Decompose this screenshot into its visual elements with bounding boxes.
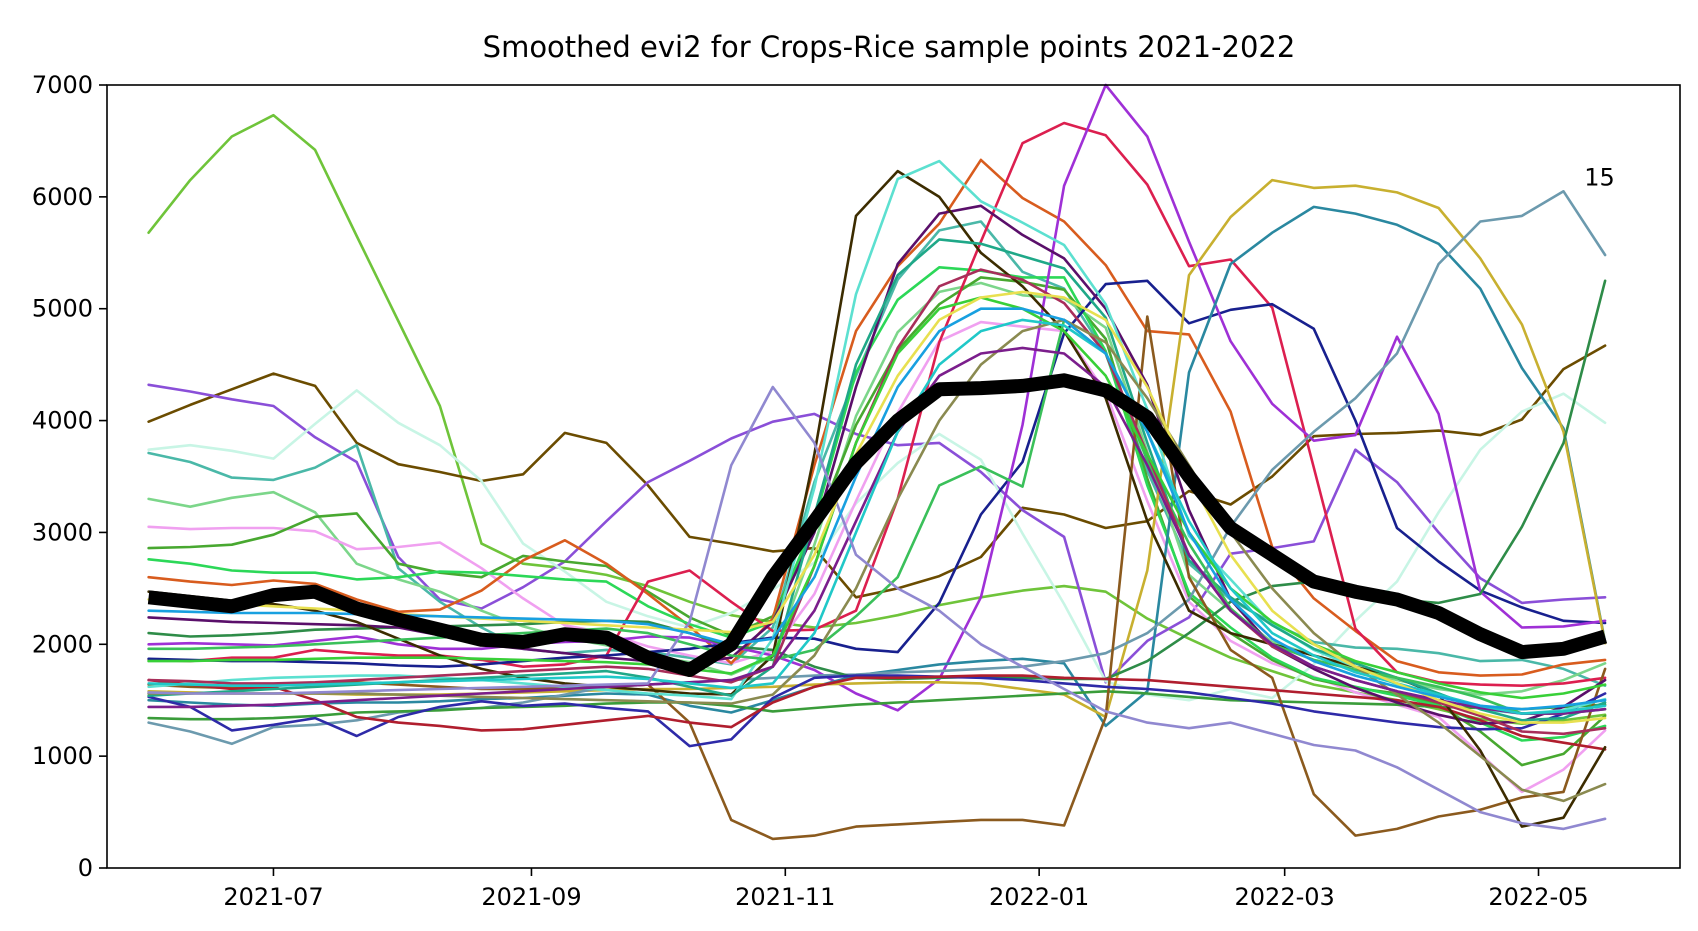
y-tick-label: 7000: [32, 71, 93, 99]
series-line-29: [147, 346, 1607, 715]
x-tick-label: 2022-01: [989, 883, 1089, 911]
y-tick-label: 1000: [32, 742, 93, 770]
y-tick-label: 5000: [32, 295, 93, 323]
x-tick-label: 2021-09: [481, 883, 581, 911]
series-line-2: [147, 344, 1607, 599]
series-line-13: [147, 83, 1607, 712]
series-line-31: [147, 318, 1607, 715]
series-line-32: [147, 385, 1607, 831]
annotation-label: 15: [1584, 164, 1615, 192]
series-line-18: [147, 689, 1607, 721]
x-tick-label: 2021-11: [735, 883, 835, 911]
series-line-11: [147, 121, 1607, 688]
series-line-21: [147, 674, 1607, 751]
series-line-mean: [147, 373, 1608, 677]
series-line-30: [147, 296, 1607, 700]
series-line-16: [147, 190, 1607, 746]
chart-title: Smoothed evi2 for Crops-Rice sample poin…: [483, 30, 1296, 64]
series-line-7: [147, 320, 1607, 794]
y-tick-label: 2000: [32, 630, 93, 658]
series-line-10: [147, 265, 1607, 742]
plot-frame: [106, 84, 1681, 869]
x-tick-label: 2022-03: [1235, 883, 1335, 911]
y-tick-label: 3000: [32, 518, 93, 546]
y-tick-label: 6000: [32, 183, 93, 211]
y-tick-label: 4000: [32, 407, 93, 435]
x-tick-label: 2022-05: [1488, 883, 1588, 911]
x-tick-label: 2021-07: [223, 883, 323, 911]
y-tick-label: 0: [78, 854, 93, 882]
series-line-19: [147, 315, 1607, 841]
series-line-22: [147, 204, 1607, 726]
series-line-12: [147, 279, 1607, 669]
y-axis: 0 1000 2000 3000 4000 5000 6000 7000: [32, 71, 107, 882]
annotation-layer: 15: [1584, 164, 1615, 192]
series-line-28: [147, 318, 1607, 803]
x-axis: 2021-07 2021-09 2021-11 2022-01 2022-03 2022-…: [223, 868, 1589, 911]
series-line-20: [147, 674, 1607, 748]
series-layer: [147, 83, 1608, 841]
